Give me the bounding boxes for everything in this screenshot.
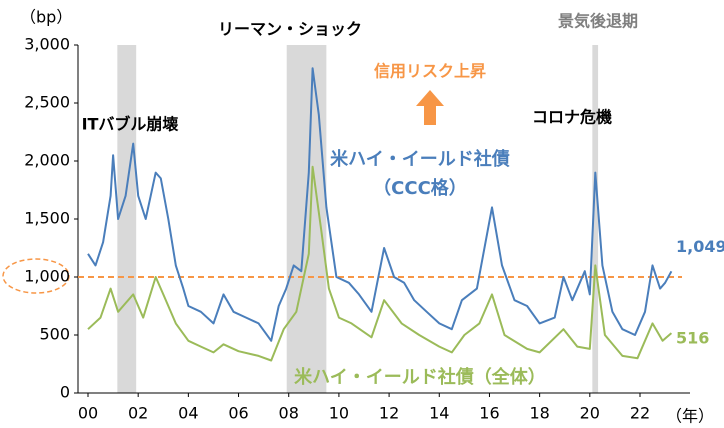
x-tick-label: 06 bbox=[228, 404, 248, 423]
x-tick-label: 22 bbox=[630, 404, 650, 423]
highlight-ellipse bbox=[2, 258, 70, 294]
series-label: 米ハイ・イールド社債（全体） bbox=[294, 366, 546, 388]
series-label: 米ハイ・イールド社債 bbox=[330, 148, 510, 170]
series-line bbox=[87, 67, 673, 342]
y-tick-label: 2,500 bbox=[24, 93, 70, 112]
x-tick-label: 10 bbox=[329, 404, 349, 423]
y-tick-label: 500 bbox=[39, 325, 70, 344]
y-tick-label: 2,000 bbox=[24, 151, 70, 170]
x-tick-label: 20 bbox=[580, 404, 600, 423]
annotation: リーマン・ショック bbox=[218, 20, 362, 39]
series-label: （CCC格） bbox=[373, 177, 467, 199]
x-tick-label: 08 bbox=[279, 404, 299, 423]
recession-band bbox=[117, 45, 137, 393]
x-unit: （年） bbox=[666, 407, 714, 426]
series-line bbox=[87, 165, 673, 362]
annotation: コロナ危機 bbox=[532, 108, 612, 127]
arrow bbox=[416, 90, 444, 125]
annotation: 信用リスク上昇 bbox=[374, 62, 486, 81]
annotation: ITバブル崩壊 bbox=[82, 115, 180, 134]
x-tick-label: 02 bbox=[128, 404, 148, 423]
x-tick-label: 04 bbox=[178, 404, 198, 423]
x-tick-label: 14 bbox=[429, 404, 449, 423]
y-tick-label: 3,000 bbox=[24, 35, 70, 54]
end-label: 516 bbox=[676, 329, 709, 348]
annotation: 景気後退期 bbox=[558, 12, 638, 31]
y-unit: （bp） bbox=[20, 8, 72, 27]
recession-band bbox=[592, 45, 599, 393]
x-tick-label: 12 bbox=[379, 404, 399, 423]
y-tick-label: 1,000 bbox=[24, 267, 70, 286]
y-tick-label: 0 bbox=[60, 383, 70, 402]
end-label: 1,049 bbox=[676, 237, 724, 256]
x-tick-label: 18 bbox=[529, 404, 549, 423]
x-tick-label: 16 bbox=[479, 404, 499, 423]
y-tick-label: 1,500 bbox=[24, 209, 70, 228]
x-tick-label: 00 bbox=[78, 404, 98, 423]
